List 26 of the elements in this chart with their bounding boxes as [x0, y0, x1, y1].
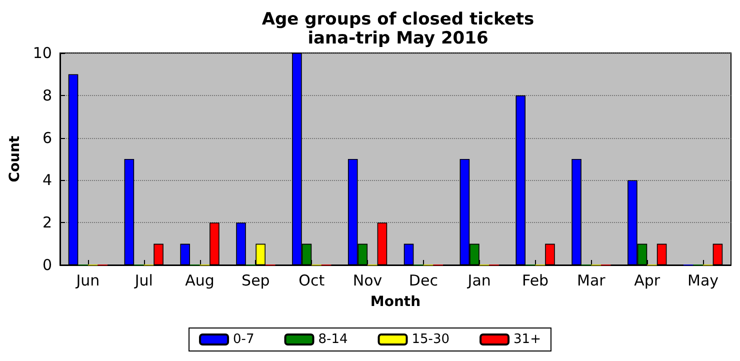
x-tick-label: Jul — [134, 272, 153, 290]
y-tick-label: 0 — [42, 256, 52, 274]
chart-subtitle: iana-trip May 2016 — [308, 28, 488, 48]
legend-label: 8-14 — [318, 332, 348, 347]
chart-title: Age groups of closed tickets — [262, 10, 534, 30]
x-tick-label: Jan — [466, 272, 491, 290]
x-tick-label: Sep — [242, 272, 270, 290]
x-tick-label: Oct — [298, 272, 325, 290]
x-tick-label: Feb — [522, 272, 549, 290]
x-tick-label: Apr — [634, 272, 661, 290]
legend-label: 31+ — [514, 332, 541, 347]
y-tick-label: 8 — [42, 86, 52, 104]
x-tick-label: May — [688, 272, 719, 290]
y-axis-title: Count — [7, 135, 23, 182]
legend-label: 15-30 — [412, 332, 450, 347]
x-tick-label: Jun — [75, 272, 100, 290]
x-axis-title: Month — [370, 294, 421, 310]
x-tick-label: Nov — [352, 272, 382, 290]
y-tick-label: 4 — [42, 171, 52, 190]
x-tick-label: Aug — [185, 272, 214, 290]
y-tick-label: 6 — [42, 128, 52, 147]
legend-label: 0-7 — [233, 332, 254, 347]
x-tick-label: Dec — [408, 272, 438, 290]
y-tick-label: 2 — [42, 214, 52, 232]
x-tick-label: Mar — [577, 272, 606, 290]
y-tick-label: 10 — [32, 44, 52, 62]
